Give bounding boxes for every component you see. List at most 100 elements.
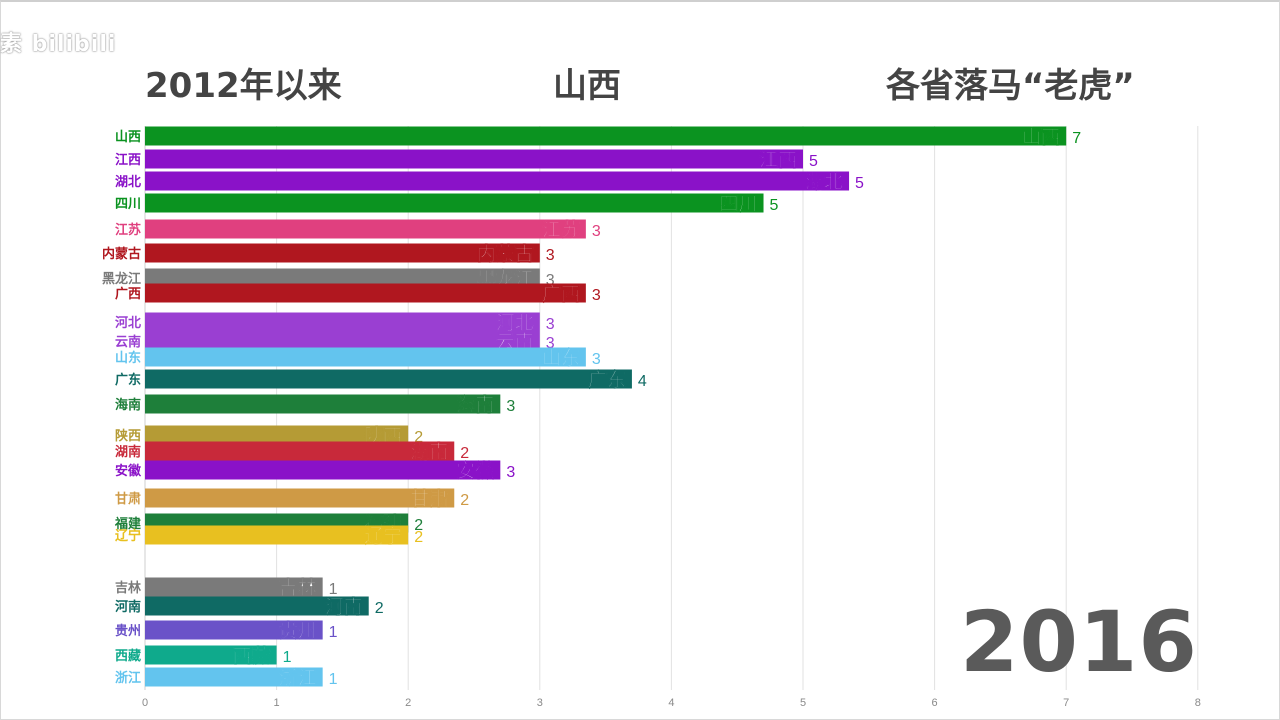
bar-inner-label: 四川 xyxy=(720,193,758,215)
year-label: 2016 xyxy=(960,593,1198,691)
category-label: 安徽 xyxy=(115,463,142,479)
category-label: 海南 xyxy=(115,397,141,413)
bar-inner-label: 河南 xyxy=(325,596,363,618)
bar-inner-label: 陕西 xyxy=(364,424,402,447)
bar xyxy=(145,171,850,191)
bar-inner-label: 甘肃 xyxy=(410,487,448,510)
category-label: 黑龙江 xyxy=(102,271,141,287)
data-label: 2 xyxy=(460,445,469,462)
data-label: 7 xyxy=(1072,130,1081,147)
category-label: 河南 xyxy=(115,599,141,615)
category-label: 内蒙古 xyxy=(102,246,141,262)
bar-inner-label: 河北 xyxy=(496,312,534,334)
data-label: 2 xyxy=(414,517,423,534)
bar xyxy=(145,425,409,445)
data-label: 3 xyxy=(546,247,555,264)
bar xyxy=(145,312,540,332)
bar xyxy=(145,596,369,616)
bar xyxy=(145,243,540,263)
bar xyxy=(145,394,501,414)
bar-inner-label: 湖南 xyxy=(410,441,448,463)
bar xyxy=(145,488,455,508)
bar xyxy=(145,620,323,640)
data-label: 3 xyxy=(592,287,601,304)
bar-inner-label: 内蒙古 xyxy=(477,242,534,265)
category-label: 西藏 xyxy=(115,648,141,664)
title-left: 2012年以来 xyxy=(145,66,342,106)
bar xyxy=(145,126,1067,146)
x-tick-label: 3 xyxy=(537,697,543,709)
bar xyxy=(145,369,632,389)
x-tick-label: 1 xyxy=(274,697,280,709)
data-label: 3 xyxy=(592,351,601,368)
category-label: 陕西 xyxy=(115,428,141,444)
bar xyxy=(145,268,540,288)
data-label: 3 xyxy=(546,316,555,333)
category-label: 贵州 xyxy=(115,623,141,639)
category-label: 辽宁 xyxy=(115,528,141,544)
x-tick-label: 2 xyxy=(405,697,411,709)
category-label: 广西 xyxy=(115,286,141,302)
bar xyxy=(145,460,501,480)
category-label: 山东 xyxy=(115,350,141,366)
data-label: 1 xyxy=(329,581,338,598)
data-label: 5 xyxy=(809,153,818,170)
data-label: 5 xyxy=(770,197,779,214)
data-label: 5 xyxy=(855,175,864,192)
data-label: 3 xyxy=(546,335,555,352)
bar xyxy=(145,219,586,239)
data-label: 2 xyxy=(414,429,423,446)
bar xyxy=(145,283,586,303)
x-tick-label: 8 xyxy=(1195,697,1201,709)
data-label: 4 xyxy=(638,373,647,390)
bar-inner-label: 江西 xyxy=(759,149,797,171)
bar-inner-label: 山东 xyxy=(542,346,580,369)
data-label: 2 xyxy=(460,492,469,509)
bar-inner-label: 湖北 xyxy=(805,171,843,193)
bar-inner-label: 安徽 xyxy=(456,459,495,482)
bar-inner-label: 吉林 xyxy=(279,576,317,599)
bilibili-watermark: 素 bilibili xyxy=(0,32,117,57)
bar-inner-label: 浙江 xyxy=(279,666,317,689)
category-label: 云南 xyxy=(115,334,141,350)
category-label: 湖北 xyxy=(115,175,141,190)
bar-inner-label: 广东 xyxy=(588,368,626,391)
category-label: 四川 xyxy=(115,197,141,212)
data-label: 2 xyxy=(375,600,384,617)
data-label: 3 xyxy=(592,223,601,240)
data-label: 1 xyxy=(329,671,338,688)
x-tick-label: 4 xyxy=(668,697,674,709)
category-label: 吉林 xyxy=(115,580,141,596)
bar-inner-label: 山西 xyxy=(1022,126,1060,148)
bar xyxy=(145,645,277,665)
bar xyxy=(145,577,323,597)
category-label: 山西 xyxy=(115,129,141,145)
data-label: 3 xyxy=(506,464,515,481)
category-label: 浙江 xyxy=(115,670,141,686)
bar xyxy=(145,441,455,461)
category-label: 福建 xyxy=(114,516,141,532)
x-tick-label: 7 xyxy=(1063,697,1069,709)
x-tick-label: 5 xyxy=(800,697,806,709)
category-label: 河北 xyxy=(115,315,141,331)
category-label: 湖南 xyxy=(115,444,141,460)
bar-inner-label: 江苏 xyxy=(542,218,580,241)
data-label: 3 xyxy=(506,398,515,415)
data-label: 1 xyxy=(329,624,338,641)
data-label: 1 xyxy=(283,649,292,666)
bar xyxy=(145,667,323,687)
bar-inner-label: 海南 xyxy=(456,393,494,416)
category-label: 甘肃 xyxy=(115,491,141,507)
data-label: 3 xyxy=(546,272,555,289)
x-tick-label: 0 xyxy=(142,697,148,709)
category-label: 江苏 xyxy=(115,222,141,238)
bar xyxy=(145,149,803,169)
bar xyxy=(145,331,540,351)
bar xyxy=(145,193,764,213)
category-label: 广东 xyxy=(115,372,141,388)
bar-inner-label: 辽宁 xyxy=(364,524,402,547)
bar-inner-label: 西藏 xyxy=(233,644,271,667)
bar-inner-label: 贵州 xyxy=(279,620,317,642)
title-middle: 山西 xyxy=(553,66,621,106)
